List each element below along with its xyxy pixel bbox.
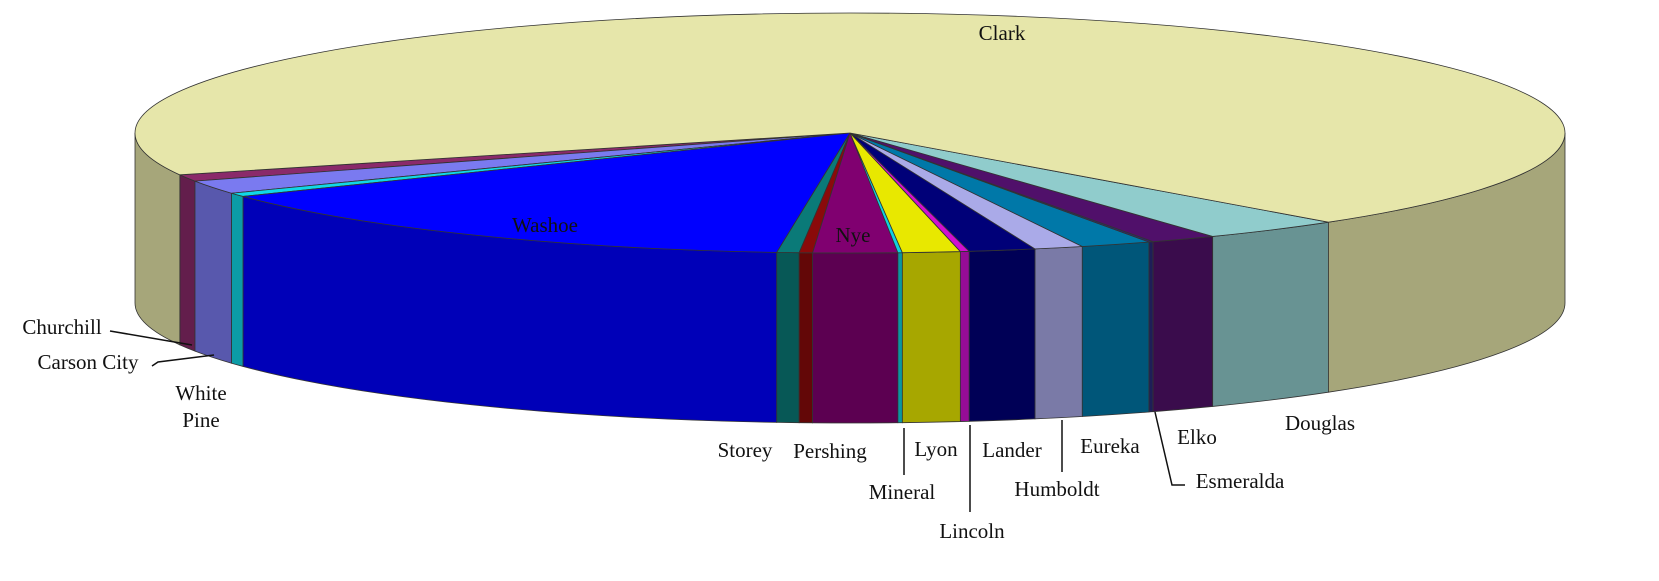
pie-side xyxy=(812,252,899,424)
side-walls xyxy=(134,132,1566,424)
leader-line xyxy=(109,330,193,346)
pie-side xyxy=(1034,246,1083,420)
pie-side xyxy=(231,192,244,367)
pie-side xyxy=(959,250,970,422)
slice-label: Pershing xyxy=(793,439,867,463)
slice-label: Lander xyxy=(982,438,1041,462)
slice-label: Eureka xyxy=(1080,434,1140,458)
pie-side xyxy=(897,252,903,424)
slice-label: Esmeralda xyxy=(1196,469,1285,493)
pie-side xyxy=(901,251,961,424)
slice-label: Douglas xyxy=(1285,411,1355,435)
pie-side xyxy=(194,180,232,364)
slice-label: Washoe xyxy=(512,213,578,237)
slice-label: Storey xyxy=(718,438,773,462)
slice-label: Elko xyxy=(1177,425,1217,449)
slice-label: Humboldt xyxy=(1014,477,1099,501)
slice-label: Lyon xyxy=(914,437,958,461)
pie-side xyxy=(179,174,196,352)
pie-side xyxy=(968,248,1036,422)
pie-side xyxy=(1152,235,1214,413)
pie-side xyxy=(1148,241,1154,413)
leader-line xyxy=(1154,411,1185,486)
leader-line xyxy=(151,354,215,367)
slice-label: Clark xyxy=(979,21,1026,45)
slice-label: White Pine xyxy=(175,381,227,432)
slice-label: Nye xyxy=(836,223,871,247)
pie-slice xyxy=(134,12,1566,223)
top-faces xyxy=(134,12,1566,254)
pie-slice xyxy=(243,132,851,253)
pie-side xyxy=(1081,241,1150,417)
pie-side xyxy=(1212,221,1329,407)
slice-label: Carson City xyxy=(38,350,139,374)
slice-label: Mineral xyxy=(869,480,936,504)
slice-label: Lincoln xyxy=(939,519,1005,543)
slice-label: Churchill xyxy=(22,315,101,339)
pie-side xyxy=(776,251,800,424)
pie-side xyxy=(798,252,813,424)
